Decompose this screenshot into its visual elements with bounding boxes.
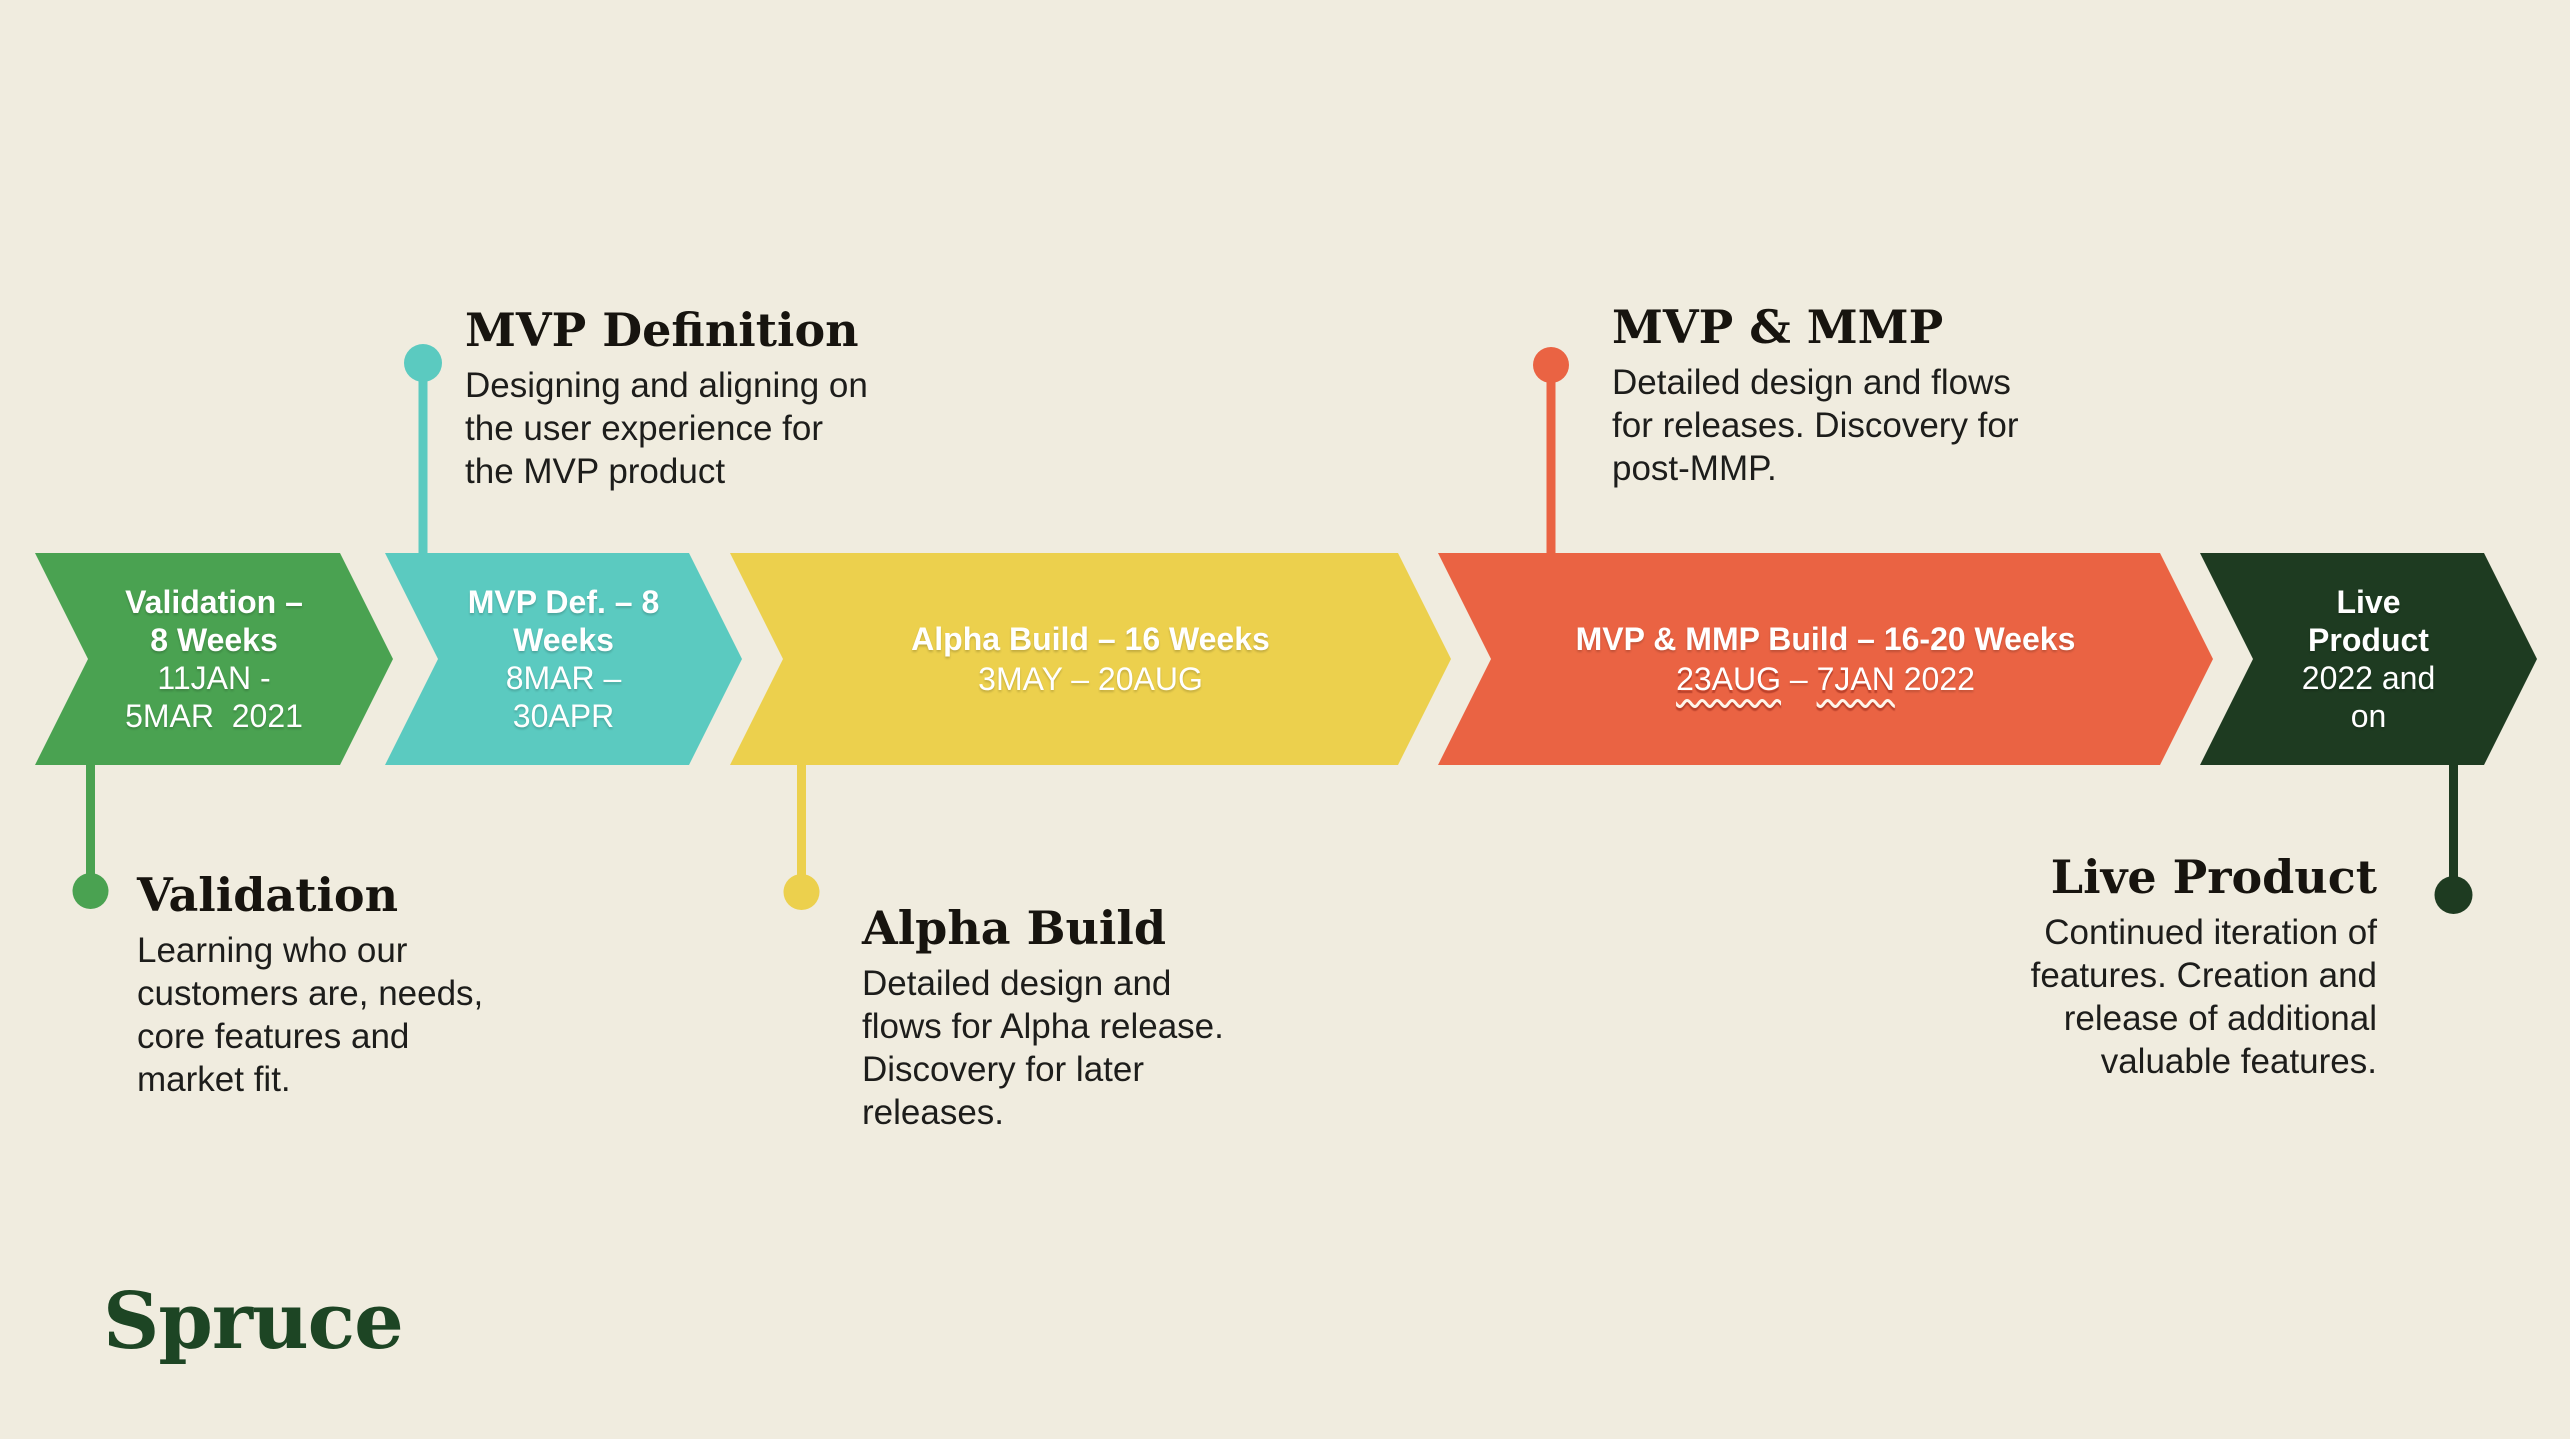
phase-chevron-live-product	[2200, 553, 2537, 765]
spruce-logo: Spruce	[103, 1276, 404, 1367]
mvp-definition-marker	[404, 344, 442, 555]
phase-dates: 8MAR – 30APR	[505, 660, 622, 734]
phase-dates: 11JAN - 5MAR 2021	[125, 660, 303, 734]
callout-body: Detailed design and flows for releases. …	[1612, 363, 2019, 488]
callout-mvp-definition: MVP Definition Designing and aligning on…	[465, 303, 935, 493]
callout-title: MVP & MMP	[1612, 300, 1944, 354]
phase-dates: 3MAY – 20AUG	[978, 661, 1203, 697]
validation-dot	[72, 873, 109, 909]
mvp-definition-dot	[404, 344, 442, 382]
alpha-build-dot	[783, 874, 820, 910]
date-start: 23AUG	[1676, 661, 1782, 697]
phase-chevron-mvp-def	[385, 553, 742, 765]
date-year: 2022	[1894, 661, 1975, 697]
live-product-stem	[2449, 760, 2458, 895]
phase-chevron-mvp-mmp-build	[1438, 553, 2213, 765]
phase-title: Live Product	[2308, 584, 2429, 658]
callout-title: MVP Definition	[465, 303, 859, 357]
phase-chevron-validation	[35, 553, 393, 765]
callout-title: Live Product	[2050, 850, 2377, 904]
phase-label-alpha-build: Alpha Build – 16 Weeks 3MAY – 20AUG	[783, 619, 1398, 699]
phase-label-mvp-def: MVP Def. – 8 Weeks 8MAR – 30APR	[438, 583, 689, 735]
alpha-build-stem	[797, 760, 806, 892]
phase-title: MVP & MMP Build – 16-20 Weeks	[1575, 621, 2076, 657]
callout-body: Detailed design and flows for Alpha rele…	[862, 964, 1224, 1132]
callout-body: Designing and aligning on the user exper…	[465, 366, 868, 491]
phase-title: Validation – 8 Weeks	[125, 584, 303, 658]
validation-marker	[72, 760, 109, 909]
phase-title: MVP Def. – 8 Weeks	[467, 584, 660, 658]
callout-mvp-mmp: MVP & MMP Detailed design and flows for …	[1612, 300, 2092, 490]
phase-label-mvp-mmp-build: MVP & MMP Build – 16-20 Weeks 23AUG – 7J…	[1491, 619, 2160, 699]
phase-dates: 23AUG – 7JAN 2022	[1491, 659, 2160, 699]
mvp-definition-stem	[418, 361, 428, 555]
callout-title: Validation	[137, 868, 399, 922]
callout-alpha-build: Alpha Build Detailed design and flows fo…	[862, 901, 1302, 1134]
callout-title: Alpha Build	[862, 901, 1167, 955]
live-product-dot	[2434, 876, 2473, 914]
callout-body: Learning who our customers are, needs, c…	[137, 931, 484, 1099]
callout-body: Continued iteration of features. Creatio…	[2030, 913, 2377, 1081]
phase-title: Alpha Build – 16 Weeks	[911, 621, 1270, 657]
mvp-mmp-marker	[1533, 347, 1569, 555]
live-product-marker	[2434, 760, 2473, 914]
date-end: 7JAN	[1816, 661, 1895, 697]
phase-label-live-product: Live Product 2022 and on	[2253, 583, 2484, 735]
validation-stem	[86, 760, 95, 891]
phase-dates: 2022 and on	[2301, 660, 2436, 734]
callout-live-product: Live Product Continued iteration of feat…	[1947, 850, 2377, 1083]
phase-chevron-alpha-build	[730, 553, 1451, 765]
callout-validation: Validation Learning who our customers ar…	[137, 868, 557, 1101]
phase-label-validation: Validation – 8 Weeks 11JAN - 5MAR 2021	[88, 583, 340, 735]
mvp-mmp-stem	[1546, 365, 1556, 555]
mvp-mmp-dot	[1533, 347, 1569, 383]
alpha-build-marker	[783, 760, 820, 910]
date-separator: –	[1781, 661, 1817, 697]
